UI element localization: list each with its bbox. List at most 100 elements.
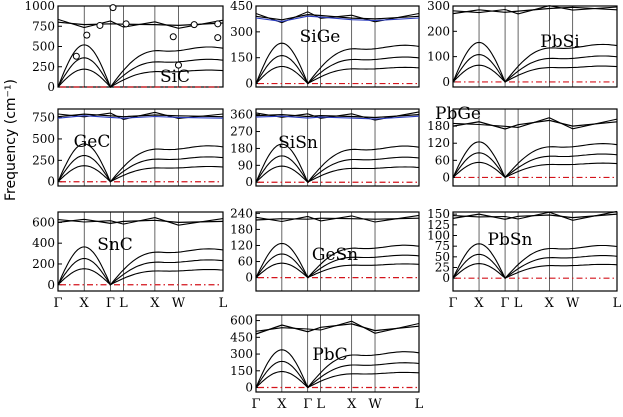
y-tick-label: 1000 (24, 0, 55, 13)
optical-branch-blue (255, 115, 420, 120)
optical-branch (255, 113, 420, 119)
acoustic-branch (255, 55, 420, 85)
y-tick-label: 250 (32, 60, 55, 74)
x-tick-label: W (566, 296, 580, 311)
x-tick-label: X (474, 296, 484, 311)
y-tick-label: 180 (427, 119, 450, 133)
acoustic-branch (255, 262, 420, 279)
y-tick-label: 270 (230, 125, 253, 139)
optical-branch-blue (57, 115, 224, 119)
panel-frame (452, 108, 618, 187)
panel-title: PbSn (488, 230, 533, 250)
acoustic-branch (452, 253, 618, 279)
x-tick-label: Γ (303, 397, 312, 412)
acoustic-branch (452, 263, 618, 279)
acoustic-branch (57, 268, 224, 286)
y-tick-label: 400 (32, 236, 55, 250)
panel-gesn: 0 60 120 180 240 GeSn (230, 206, 420, 292)
panel-frame (255, 314, 420, 393)
y-tick-label: 0 (47, 175, 55, 189)
optical-branch (57, 111, 224, 120)
acoustic-branch (255, 155, 420, 184)
acoustic-branch (57, 154, 224, 183)
x-tick-label: X (150, 296, 160, 311)
optical-branch (57, 18, 224, 29)
panel-title: PbSi (540, 32, 580, 52)
x-tick-label: X (545, 296, 555, 311)
optical-branch (57, 218, 224, 225)
optical-branch (452, 6, 618, 15)
acoustic-branch (452, 54, 618, 83)
optical-branch (57, 217, 224, 226)
optical-branch (452, 119, 618, 130)
acoustic-branch (452, 141, 618, 179)
panel-frame (255, 211, 420, 292)
panel-title: SnC (97, 235, 133, 255)
y-tick-label: 0 (245, 271, 253, 285)
y-tick-label: 200 (427, 24, 450, 38)
panel-frame (452, 211, 618, 292)
panel-title: GeSn (312, 245, 358, 265)
x-tick-label: Γ (53, 296, 62, 311)
y-tick-label: 300 (230, 347, 253, 361)
x-tick-label: X (347, 397, 357, 412)
y-tick-label: 750 (32, 19, 55, 33)
panel-frame (57, 5, 224, 88)
acoustic-branch (452, 64, 618, 83)
optical-branch (255, 11, 420, 24)
panel-title: GeC (74, 132, 111, 152)
optical-branch (255, 13, 420, 21)
experimental-point (96, 21, 104, 29)
y-tick-label: 500 (32, 132, 55, 146)
acoustic-branch (452, 161, 618, 179)
optical-branch (255, 214, 420, 223)
x-tick-label: W (172, 296, 186, 311)
x-tick-label: L (119, 296, 128, 311)
optical-branch (452, 5, 618, 15)
acoustic-branch (255, 371, 420, 389)
panel-title: SiC (160, 67, 190, 87)
x-tick-label: X (80, 296, 90, 311)
optical-branch (452, 117, 618, 130)
x-tick-label: L (613, 296, 622, 311)
optical-branch (452, 213, 618, 220)
x-tick-label: Γ (501, 296, 510, 311)
y-tick-label: 500 (32, 40, 55, 54)
y-tick-label: 0 (442, 75, 450, 89)
x-tick-label: X (277, 397, 287, 412)
panel-frame (57, 108, 224, 187)
y-tick-label: 180 (230, 222, 253, 236)
x-tick-label: L (219, 296, 228, 311)
experimental-point (214, 20, 222, 28)
y-tick-label: 360 (230, 108, 253, 122)
y-tick-label: 125 (427, 218, 450, 232)
y-tick-label: 600 (32, 215, 55, 229)
y-tick-label: 180 (230, 141, 253, 155)
panel-frame (255, 5, 420, 88)
experimental-point (190, 21, 198, 29)
acoustic-branch (452, 243, 618, 280)
experimental-point (72, 52, 80, 60)
y-tick-label: 120 (427, 136, 450, 150)
acoustic-branch (57, 143, 224, 183)
optical-branch (452, 210, 618, 221)
y-tick-label: 0 (47, 278, 55, 292)
y-tick-label: 60 (435, 153, 450, 167)
y-tick-label: 0 (442, 170, 450, 184)
acoustic-branch (57, 57, 224, 88)
y-tick-label: 50 (435, 250, 450, 264)
panel-title: PbGe (435, 104, 481, 124)
x-tick-label: Γ (448, 296, 457, 311)
y-tick-label: 200 (32, 257, 55, 271)
acoustic-branch (255, 42, 420, 85)
panel-title: SiGe (300, 27, 341, 47)
y-tick-label: 0 (245, 77, 253, 91)
y-tick-label: 25 (435, 261, 450, 275)
y-tick-label: 300 (230, 25, 253, 39)
y-tick-label: 0 (245, 175, 253, 189)
y-tick-label: 120 (230, 238, 253, 252)
y-tick-label: 150 (230, 51, 253, 65)
